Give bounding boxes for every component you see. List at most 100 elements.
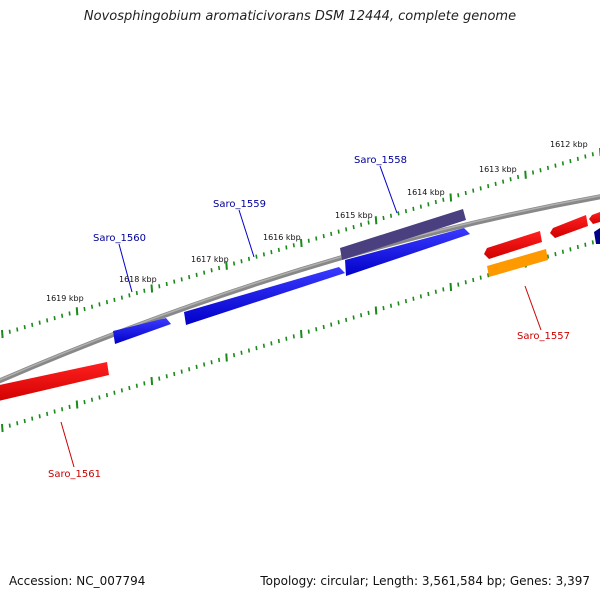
tick-minor [165, 281, 168, 287]
tick-minor [419, 294, 422, 299]
tick-minor [38, 414, 41, 419]
tick-minor [188, 367, 191, 372]
tick-minor [285, 336, 288, 341]
tick-minor [554, 251, 557, 257]
tick-minor [397, 211, 400, 216]
tick-minor [457, 282, 460, 287]
gene-label-saro-1559[interactable]: Saro_1559 [213, 199, 266, 210]
tick-minor [330, 322, 333, 327]
gene-saro-1558-overlay[interactable] [340, 209, 466, 260]
gene-saro-1557-orange[interactable] [487, 249, 548, 277]
tick-minor [345, 317, 348, 323]
tick-minor [120, 295, 123, 300]
tick-minor [173, 279, 176, 284]
leader-saro-1558 [379, 165, 398, 214]
leader-saro-1557 [524, 285, 542, 331]
tick-minor [472, 277, 475, 283]
gene-label-saro-1558[interactable]: Saro_1558 [354, 155, 407, 166]
tick-minor [128, 385, 131, 391]
tick-minor [61, 313, 64, 318]
tick-minor [83, 400, 86, 405]
tick-minor [539, 168, 542, 173]
gene-red-upper-1[interactable] [484, 231, 542, 259]
tick-minor [360, 313, 363, 318]
tick-minor [270, 249, 273, 255]
tick-minor [98, 302, 101, 307]
tick-minor [120, 388, 123, 393]
tick-minor [68, 311, 71, 316]
tick-minor [262, 252, 266, 257]
leader-saro-1559 [238, 209, 255, 258]
gene-red-upper-3[interactable] [589, 212, 600, 224]
tick-minor [113, 390, 116, 395]
gene-saro-1561-arrow[interactable] [0, 362, 109, 403]
gene-label-saro-1561[interactable]: Saro_1561 [48, 469, 101, 480]
leader-saro-1560 [118, 243, 133, 293]
tick-minor [31, 322, 34, 328]
tick-minor [404, 298, 408, 304]
tick-major [1, 329, 4, 339]
genome-summary-text: Topology: circular; Length: 3,561,584 bp… [260, 574, 590, 588]
tick-minor [53, 315, 56, 321]
gene-red-upper-2[interactable] [550, 215, 588, 238]
tick-major [75, 307, 79, 316]
tick-minor [434, 289, 437, 294]
tick-label-1614: 1614 kbp [407, 188, 445, 197]
gene-saro-1560-arrow[interactable] [113, 318, 171, 344]
tick-minor [143, 288, 146, 293]
genome-backbone [0, 194, 600, 384]
tick-minor [479, 275, 482, 280]
tick-minor [113, 297, 116, 302]
tick-minor [31, 416, 34, 421]
gene-label-saro-1560[interactable]: Saro_1560 [93, 233, 146, 244]
tick-minor [8, 329, 11, 334]
tick-minor [240, 350, 243, 355]
gene-far-right-blue[interactable] [594, 228, 600, 244]
map-title: Novosphingobium aromaticivorans DSM 1244… [83, 9, 517, 24]
tick-minor [554, 163, 557, 168]
tick-minor [442, 197, 445, 202]
genome-backbone-highlight [0, 195, 600, 381]
tick-minor [232, 261, 236, 266]
tick-minor [412, 206, 415, 211]
tick-minor [105, 392, 109, 398]
tick-minor [270, 341, 273, 346]
tick-minor [345, 227, 348, 232]
tick-minor [464, 280, 467, 285]
gene-saro-1559-arrow[interactable] [184, 267, 345, 325]
tick-minor [173, 371, 176, 377]
tick-minor [135, 383, 138, 388]
tick-minor [322, 234, 325, 239]
tick-minor [23, 325, 26, 330]
tick-minor [397, 301, 400, 306]
tick-minor [561, 249, 565, 254]
tick-minor [337, 229, 340, 234]
tick-major [225, 353, 228, 362]
tick-major [150, 284, 154, 293]
tick-minor [232, 353, 236, 358]
tick-minor [255, 254, 258, 259]
tick-major [225, 261, 228, 270]
tick-minor [240, 259, 243, 264]
tick-minor [217, 265, 221, 271]
accession-text: Accession: NC_007794 [9, 574, 146, 588]
tick-minor [509, 177, 512, 182]
tick-major [150, 376, 154, 386]
tick-minor [576, 244, 579, 250]
tick-minor [210, 360, 213, 365]
tick-minor [285, 245, 288, 250]
tick-minor [135, 290, 138, 296]
tick-minor [158, 376, 161, 381]
tick-minor [389, 303, 393, 308]
tick-minor [61, 407, 64, 412]
tick-minor [546, 165, 550, 171]
gene-saro-1558-body[interactable] [345, 228, 470, 276]
tick-minor [584, 242, 587, 247]
tick-label-1618: 1618 kbp [119, 275, 157, 284]
gene-label-saro-1557[interactable]: Saro_1557 [517, 331, 570, 342]
tick-major [449, 193, 453, 202]
tick-minor [412, 296, 415, 301]
tick-minor [8, 423, 11, 428]
outer-tick-ring [1, 148, 600, 339]
